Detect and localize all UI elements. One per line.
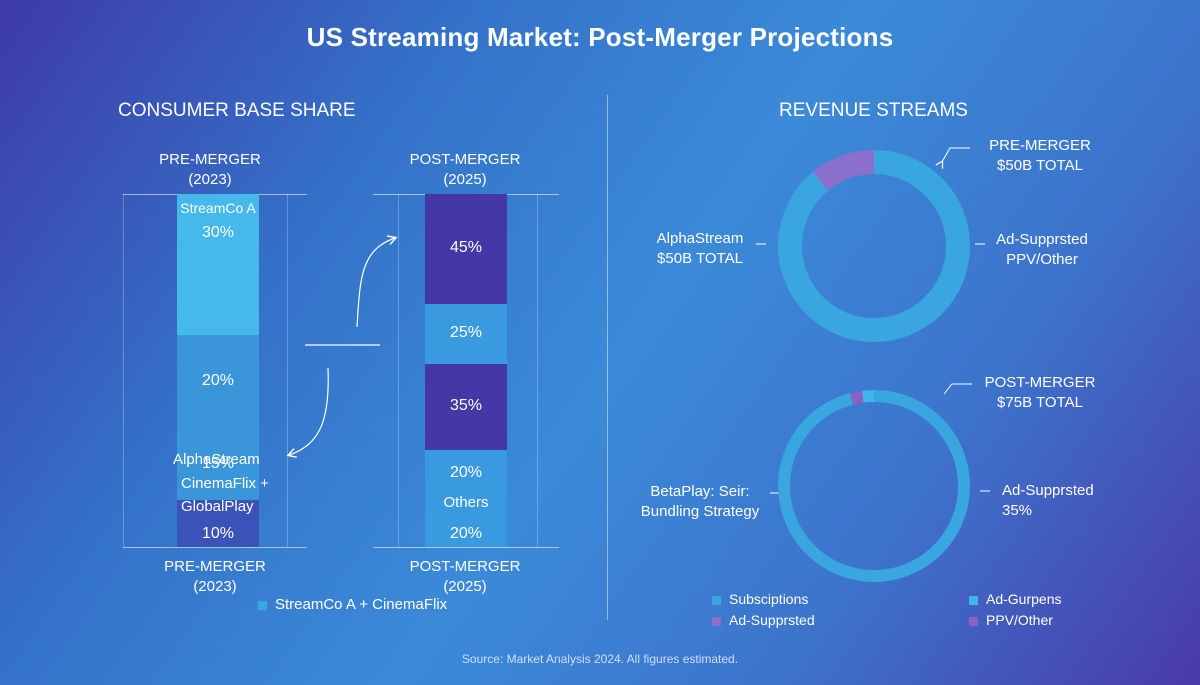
pre-donut-right-label: Ad-Supprsted PPV/Other (996, 231, 1088, 268)
post-frame-left (398, 194, 399, 547)
pre-frame-left (123, 194, 124, 547)
legend-item: Ad-Gurpens (969, 589, 1061, 610)
page-title: US Streaming Market: Post-Merger Project… (306, 22, 894, 52)
pre-merger-bar: 30% 20% 15% 10% (177, 194, 259, 547)
post-top-label: POST-MERGER (2025) (409, 151, 521, 188)
revenue-heading: REVENUE STREAMS (779, 100, 968, 121)
pre-top-label: PRE-MERGER (2023) (159, 151, 261, 188)
pre-callout-leader (942, 147, 970, 162)
arrow-down-to-pre (289, 367, 329, 455)
bar-segment-label: 25% (449, 323, 483, 341)
post-bottom-rule (373, 547, 559, 548)
consumer-legend: StreamCo A + CinemaFlix (258, 596, 447, 613)
bar-segment: 20% (425, 449, 507, 499)
pre-bottom-rule (123, 547, 307, 548)
legend-swatch-0 (712, 595, 721, 605)
section-divider (607, 95, 608, 620)
donut-slice (778, 150, 971, 342)
donut-slice (778, 390, 970, 583)
bar-segment: 25% (425, 303, 507, 365)
source-footnote: Source: Market Analysis 2024. All figure… (461, 652, 739, 666)
bar-segment-label: 35% (449, 397, 483, 414)
post-donut-left-label: BetaPlay: Seir: Bundling Strategy (640, 483, 760, 520)
post-bottom-label: POST-MERGER (2025) (409, 558, 521, 595)
post-frame-right (537, 194, 538, 547)
bar-segment: 10% (177, 499, 259, 547)
others-label: Others (443, 494, 489, 511)
consumer-heading: CONSUMER BASE SHARE (118, 100, 356, 121)
legend-label: Ad-Gurpens (986, 591, 1062, 607)
post-callout-leader (943, 383, 972, 395)
legend-label: StreamCo A + CinemaFlix (275, 596, 448, 613)
streamco-label: StreamCo A (180, 200, 256, 216)
bar-segment-label: 15% (201, 454, 235, 472)
bar-segment: 30% (177, 194, 259, 336)
pre-donut-callout: PRE-MERGER $50B TOTAL (989, 137, 1091, 174)
donut-slice (850, 390, 864, 405)
pre-frame-right (287, 194, 288, 547)
bar-segment-label: 10% (201, 524, 235, 542)
bar-segment: 20% (425, 498, 507, 547)
cinemaflix-label: CinemaFlix + (181, 475, 269, 492)
revenue-legend-left: Subsciptions Ad-Supprsted (712, 589, 815, 631)
legend-swatch-2 (969, 595, 978, 605)
bar-segment: 20% (177, 335, 259, 430)
legend-label: Subsciptions (729, 591, 809, 607)
bar-segment-label: 20% (201, 372, 235, 390)
bar-segment-label: 20% (449, 463, 483, 481)
bar-segment: 45% (425, 194, 507, 304)
revenue-legend-right: Ad-Gurpens PPV/Other (969, 589, 1061, 631)
post-donut-right-label: Ad-Supprsted 35% (1002, 482, 1094, 519)
globalplay-label: GlobalPlay (181, 498, 254, 515)
bar-segment: 15% (177, 429, 259, 500)
pre-donut-left-label: AlphaStream $50B TOTAL (656, 230, 744, 267)
donut-slice (861, 390, 874, 403)
legend-item: PPV/Other (969, 610, 1061, 631)
legend-swatch-1 (712, 616, 721, 626)
legend-label: Ad-Supprsted (729, 612, 815, 628)
post-merger-bar: 45% 25% 35% 20% 20% (425, 194, 507, 547)
donut-slice (812, 150, 874, 191)
pre-bottom-label: PRE-MERGER (2023) (164, 558, 266, 595)
legend-item: Subsciptions (712, 589, 815, 610)
alphastream-label: AlphaStream (173, 451, 260, 468)
arrow-up-to-post (356, 238, 395, 328)
legend-item: Ad-Supprsted (712, 610, 815, 631)
bar-segment: 35% (425, 364, 507, 450)
legend-swatch (258, 600, 267, 610)
legend-label: PPV/Other (986, 612, 1053, 628)
bar-segment-label: 45% (449, 238, 483, 256)
bar-segment-label: 20% (449, 524, 483, 542)
post-donut-callout: POST-MERGER $75B TOTAL (984, 374, 1096, 411)
bar-segment-label: 30% (201, 224, 235, 241)
legend-swatch-3 (969, 616, 978, 626)
